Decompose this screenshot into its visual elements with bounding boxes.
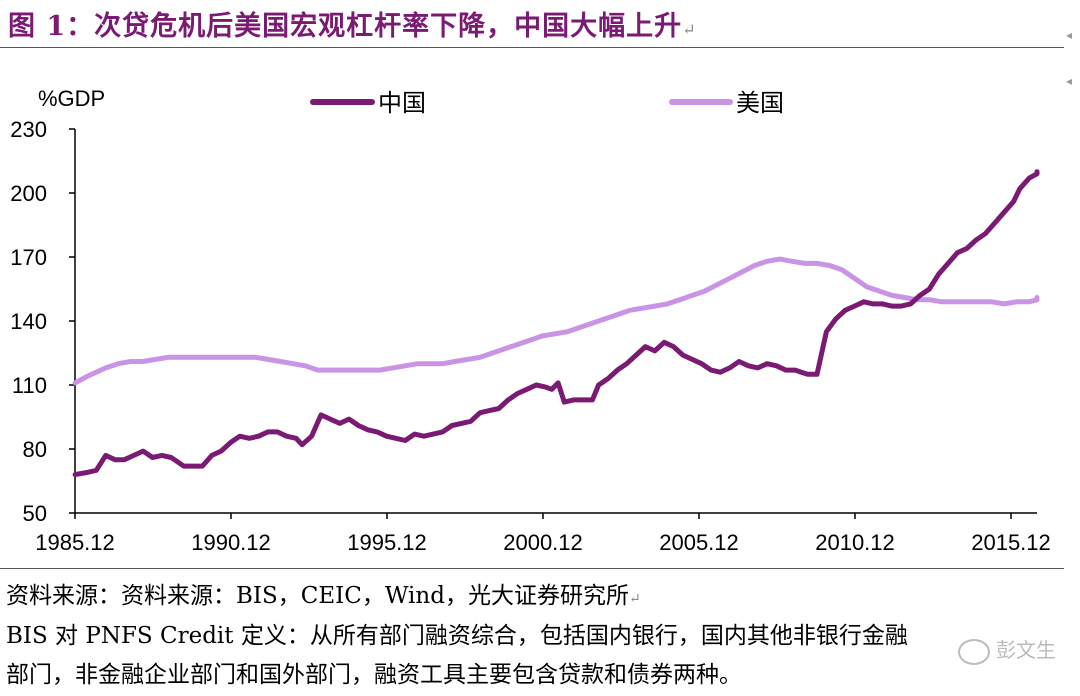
paragraph-mark-icon-2: ◂ bbox=[1065, 74, 1072, 88]
paragraph-mark-icon: ◂ bbox=[1065, 28, 1072, 42]
x-tick-label: 1985.12 bbox=[35, 530, 115, 555]
watermark: 彭文生 bbox=[958, 634, 1056, 665]
y-tick-label: 80 bbox=[23, 437, 47, 462]
chart-bottom-divider bbox=[0, 568, 1064, 569]
series-line-us bbox=[72, 256, 1040, 386]
return-mark-icon: ↵ bbox=[682, 20, 697, 39]
y-tick-label: 230 bbox=[10, 117, 47, 142]
y-tick-label: 50 bbox=[23, 501, 47, 526]
definition-note-line-2: 部门，非金融企业部门和国外部门，融资工具主要包含贷款和债券两种。 bbox=[6, 662, 742, 688]
x-tick-label: 2000.12 bbox=[503, 530, 583, 555]
y-axis-label: %GDP bbox=[38, 86, 105, 111]
definition-note-line-1: BIS 对 PNFS Credit 定义：从所有部门融资综合，包括国内银行，国内… bbox=[6, 623, 908, 649]
series-line-china bbox=[72, 169, 1040, 478]
y-tick-label: 170 bbox=[10, 245, 47, 270]
x-tick-label: 2015.12 bbox=[971, 530, 1051, 555]
figure-title-text: 图 1：次贷危机后美国宏观杠杆率下降，中国大幅上升 bbox=[8, 11, 683, 42]
legend-label-china: 中国 bbox=[378, 90, 426, 117]
x-tick-label: 1995.12 bbox=[347, 530, 427, 555]
legend-label-us: 美国 bbox=[736, 90, 784, 117]
y-tick-label: 110 bbox=[12, 373, 47, 398]
leverage-line-chart: %GDP 50 80 110 140 170 200 230 1985.12 1990.12 199… bbox=[10, 86, 1051, 555]
y-tick-label: 200 bbox=[10, 181, 47, 206]
source-note-text: 资料来源：资料来源：BIS，CEIC，Wind，光大证券研究所 bbox=[6, 583, 629, 609]
x-tick-label: 2010.12 bbox=[815, 530, 895, 555]
source-note: 资料来源：资料来源：BIS，CEIC，Wind，光大证券研究所↵ bbox=[6, 576, 641, 610]
wechat-icon bbox=[958, 638, 990, 665]
watermark-text: 彭文生 bbox=[996, 638, 1056, 662]
source-return-mark-icon: ↵ bbox=[628, 591, 641, 607]
y-tick-label: 140 bbox=[10, 309, 47, 334]
x-tick-label: 1990.12 bbox=[191, 530, 271, 555]
x-tick-label: 2005.12 bbox=[659, 530, 739, 555]
title-divider bbox=[0, 47, 1064, 48]
figure-title: 图 1：次贷危机后美国宏观杠杆率下降，中国大幅上升↵ bbox=[8, 4, 697, 43]
